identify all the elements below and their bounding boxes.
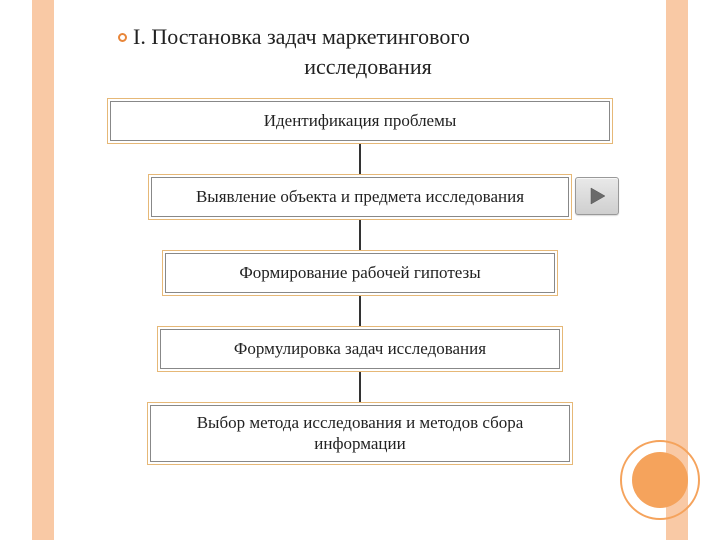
play-icon bbox=[587, 186, 607, 206]
flow-box-4: Формулировка задач исследования bbox=[160, 329, 560, 369]
flow-box-3-label: Формирование рабочей гипотезы bbox=[239, 262, 480, 283]
flow-box-wrap: Формирование рабочей гипотезы bbox=[162, 250, 558, 296]
title-line-2: исследования bbox=[118, 52, 618, 82]
flow-box-1-label: Идентификация проблемы bbox=[264, 110, 457, 131]
bullet-icon bbox=[118, 33, 127, 42]
flow-box-wrap: Выбор метода исследования и методов сбор… bbox=[147, 402, 573, 465]
flow-connector bbox=[359, 372, 361, 402]
title-line-1: I. Постановка задач маркетингового bbox=[133, 24, 470, 49]
flow-connector bbox=[359, 144, 361, 174]
flow-box-3: Формирование рабочей гипотезы bbox=[165, 253, 555, 293]
flow-box-2-label: Выявление объекта и предмета исследовани… bbox=[196, 186, 524, 207]
flowchart: Идентификация проблемы Выявление объекта… bbox=[0, 98, 720, 465]
flow-box-wrap: Формулировка задач исследования bbox=[157, 326, 563, 372]
slide-title: I. Постановка задач маркетингового иссле… bbox=[118, 22, 618, 81]
flow-box-1: Идентификация проблемы bbox=[110, 101, 610, 141]
flow-box-5-label: Выбор метода исследования и методов сбор… bbox=[161, 412, 559, 455]
flow-box-5: Выбор метода исследования и методов сбор… bbox=[150, 405, 570, 462]
flow-box-wrap: Выявление объекта и предмета исследовани… bbox=[148, 174, 572, 220]
play-arrow-button[interactable] bbox=[575, 177, 619, 215]
flow-connector bbox=[359, 296, 361, 326]
flow-box-2: Выявление объекта и предмета исследовани… bbox=[151, 177, 569, 217]
flow-box-wrap: Идентификация проблемы bbox=[107, 98, 613, 144]
flow-connector bbox=[359, 220, 361, 250]
flow-box-4-label: Формулировка задач исследования bbox=[234, 338, 486, 359]
